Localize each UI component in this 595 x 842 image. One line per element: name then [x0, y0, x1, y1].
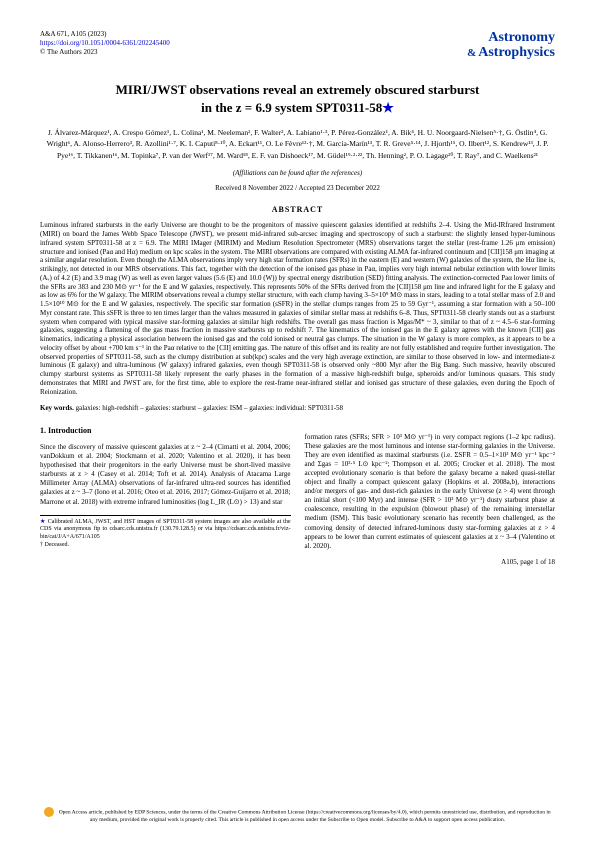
- abstract: Luminous infrared starbursts in the earl…: [40, 221, 555, 396]
- journal-name-2: Astrophysics: [478, 45, 555, 60]
- title-line2: in the z = 6.9 system SPT0311-58: [201, 100, 382, 115]
- title-star[interactable]: ★: [382, 100, 394, 115]
- dates: Received 8 November 2022 / Accepted 23 D…: [40, 184, 555, 193]
- doi-link[interactable]: https://doi.org/10.1051/0004-6361/202245…: [40, 39, 170, 47]
- footer-text: Open Access article, published by EDP Sc…: [59, 809, 551, 823]
- column-left: 1. Introduction Since the discovery of m…: [40, 426, 291, 567]
- journal-logo: Astronomy &Astrophysics: [465, 30, 555, 61]
- keywords-text: galaxies: high-redshift – galaxies: star…: [76, 404, 343, 412]
- affiliation-note: (Affiliations can be found after the ref…: [40, 169, 555, 178]
- footnote-star: ★: [40, 519, 46, 525]
- page-number: A105, page 1 of 18: [305, 558, 556, 567]
- footnote-text: Calibrated ALMA, JWST, and HST images of…: [40, 519, 291, 541]
- open-access-icon: [44, 807, 54, 817]
- paper-title: MIRI/JWST observations reveal an extreme…: [40, 81, 555, 117]
- journal-ref: A&A 671, A105 (2023): [40, 30, 170, 39]
- abstract-heading: ABSTRACT: [40, 205, 555, 215]
- col2-p1: formation rates (SFRs; SFR > 10³ M⊙ yr⁻¹…: [305, 433, 556, 551]
- journal-amp: &: [467, 47, 476, 59]
- page-num-text: A105, page 1 of 18: [501, 558, 555, 566]
- footer: Open Access article, published by EDP Sc…: [40, 807, 555, 824]
- footnote-dagger: † Deceased.: [40, 542, 69, 548]
- footnote-block: ★ Calibrated ALMA, JWST, and HST images …: [40, 515, 291, 550]
- body-columns: 1. Introduction Since the discovery of m…: [40, 426, 555, 567]
- section-1-heading: 1. Introduction: [40, 426, 291, 436]
- col1-p1: Since the discovery of massive quiescent…: [40, 443, 291, 507]
- journal-name-1: Astronomy: [488, 30, 555, 45]
- keywords: Key words. galaxies: high-redshift – gal…: [40, 404, 555, 413]
- keywords-label: Key words.: [40, 404, 74, 412]
- authors: J. Álvarez-Márquez¹, A. Crespo Gómez¹, L…: [40, 127, 555, 161]
- header-left: A&A 671, A105 (2023) https://doi.org/10.…: [40, 30, 170, 57]
- title-line1: MIRI/JWST observations reveal an extreme…: [116, 82, 480, 97]
- header: A&A 671, A105 (2023) https://doi.org/10.…: [40, 30, 555, 61]
- copyright: © The Authors 2023: [40, 48, 170, 57]
- column-right: formation rates (SFRs; SFR > 10³ M⊙ yr⁻¹…: [305, 426, 556, 567]
